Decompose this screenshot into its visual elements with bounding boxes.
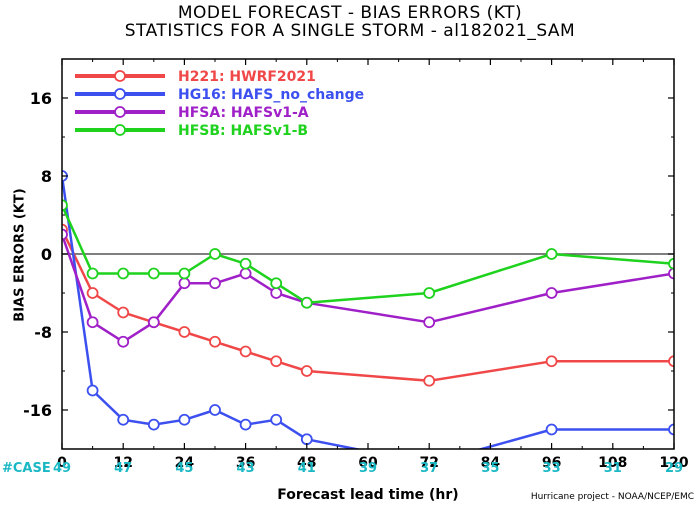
- x-tick-label: 72: [419, 455, 438, 471]
- legend-label-2: HFSA: HAFSv1-A: [178, 105, 309, 121]
- series-point-2: [270, 287, 283, 299]
- case-count: 35: [481, 461, 499, 476]
- series-point-2: [209, 277, 221, 290]
- legend-label-0: H221: HWRF2021: [178, 69, 316, 85]
- series-point-2: [178, 277, 191, 290]
- x-tick-label: 84: [481, 455, 501, 471]
- series-point-3: [147, 267, 160, 280]
- series-point-0: [423, 374, 436, 387]
- series-point-2: [545, 287, 558, 299]
- y-tick-label: 0: [41, 245, 52, 264]
- series-point-3: [209, 248, 221, 260]
- case-count: 41: [298, 461, 316, 476]
- series-point-0: [239, 345, 252, 358]
- x-tick-label: 48: [297, 455, 316, 471]
- series-point-2: [147, 316, 160, 329]
- x-tick-label: 60: [358, 455, 378, 471]
- case-count: 39: [359, 461, 377, 476]
- series-line-2: [62, 234, 674, 344]
- series-point-1: [178, 413, 191, 426]
- series-point-2: [668, 267, 674, 280]
- chart-subtitle: STATISTICS FOR A SINGLE STORM - al182021…: [124, 21, 576, 41]
- series-point-1: [300, 433, 313, 446]
- y-tick-label: 8: [41, 167, 52, 186]
- series-point-3: [423, 287, 436, 299]
- series-point-1: [117, 413, 130, 426]
- series-point-0: [270, 355, 283, 368]
- series-point-1: [270, 413, 283, 426]
- x-tick-label: 96: [542, 455, 561, 471]
- series-point-1: [239, 418, 252, 431]
- legend-marker-3: [114, 124, 126, 136]
- credit-text: Hurricane project - NOAA/NCEP/EMC: [530, 492, 694, 502]
- x-axis-label: Forecast lead time (hr): [277, 487, 459, 503]
- case-row-label: #CASE: [2, 461, 51, 476]
- case-count: 47: [114, 461, 132, 476]
- x-tick-label: 120: [659, 455, 688, 471]
- series-point-0: [300, 365, 313, 377]
- series-point-0: [668, 355, 674, 368]
- series-point-0: [545, 355, 558, 368]
- series-point-3: [239, 257, 252, 270]
- series-point-3: [62, 199, 68, 212]
- series-point-3: [178, 267, 191, 280]
- series-point-0: [86, 287, 99, 299]
- y-tick-label: 16: [30, 89, 52, 108]
- x-tick-label: 108: [598, 455, 627, 471]
- legend-label-3: HFSB: HAFSv1-B: [178, 123, 308, 139]
- case-count: 49: [53, 461, 71, 476]
- series-point-2: [62, 228, 68, 241]
- case-count: 43: [237, 461, 255, 476]
- series-point-2: [86, 316, 99, 329]
- series-point-1: [668, 423, 674, 436]
- series-point-2: [423, 316, 436, 329]
- series-point-2: [239, 267, 252, 280]
- series-group: [62, 170, 674, 449]
- series-point-0: [209, 335, 221, 348]
- series-point-0: [178, 326, 191, 338]
- series-point-3: [300, 296, 313, 309]
- chart-title: MODEL FORECAST - BIAS ERRORS (KT): [177, 3, 523, 23]
- series-point-0: [117, 306, 130, 319]
- legend-label-1: HG16: HAFS_no_change: [178, 87, 364, 103]
- case-count: 45: [175, 461, 193, 476]
- series-point-2: [117, 335, 130, 348]
- x-tick-label: 12: [113, 455, 132, 471]
- series-line-0: [62, 229, 674, 383]
- y-tick-label: -8: [34, 323, 52, 342]
- legend-marker-1: [114, 88, 126, 100]
- x-tick-label: 36: [236, 455, 255, 471]
- case-count: 31: [604, 461, 622, 476]
- case-count: 37: [420, 461, 438, 476]
- series-point-3: [270, 277, 283, 290]
- case-count: 29: [665, 461, 683, 476]
- series-point-1: [147, 418, 160, 431]
- series-point-3: [668, 257, 674, 270]
- y-tick-label: -16: [23, 401, 52, 420]
- series-point-3: [545, 248, 558, 260]
- case-count: 33: [543, 461, 561, 476]
- series-point-3: [86, 267, 99, 280]
- series-point-1: [545, 423, 558, 436]
- series-line-1: [62, 175, 674, 449]
- series-point-3: [117, 267, 130, 280]
- legend-marker-0: [114, 70, 126, 82]
- x-tick-label: 0: [57, 455, 67, 471]
- series-point-1: [86, 384, 99, 397]
- series-point-1: [209, 404, 221, 416]
- x-tick-label: 24: [175, 455, 195, 471]
- legend-marker-2: [114, 106, 126, 118]
- y-axis-label: BIAS ERRORS (KT): [12, 188, 28, 322]
